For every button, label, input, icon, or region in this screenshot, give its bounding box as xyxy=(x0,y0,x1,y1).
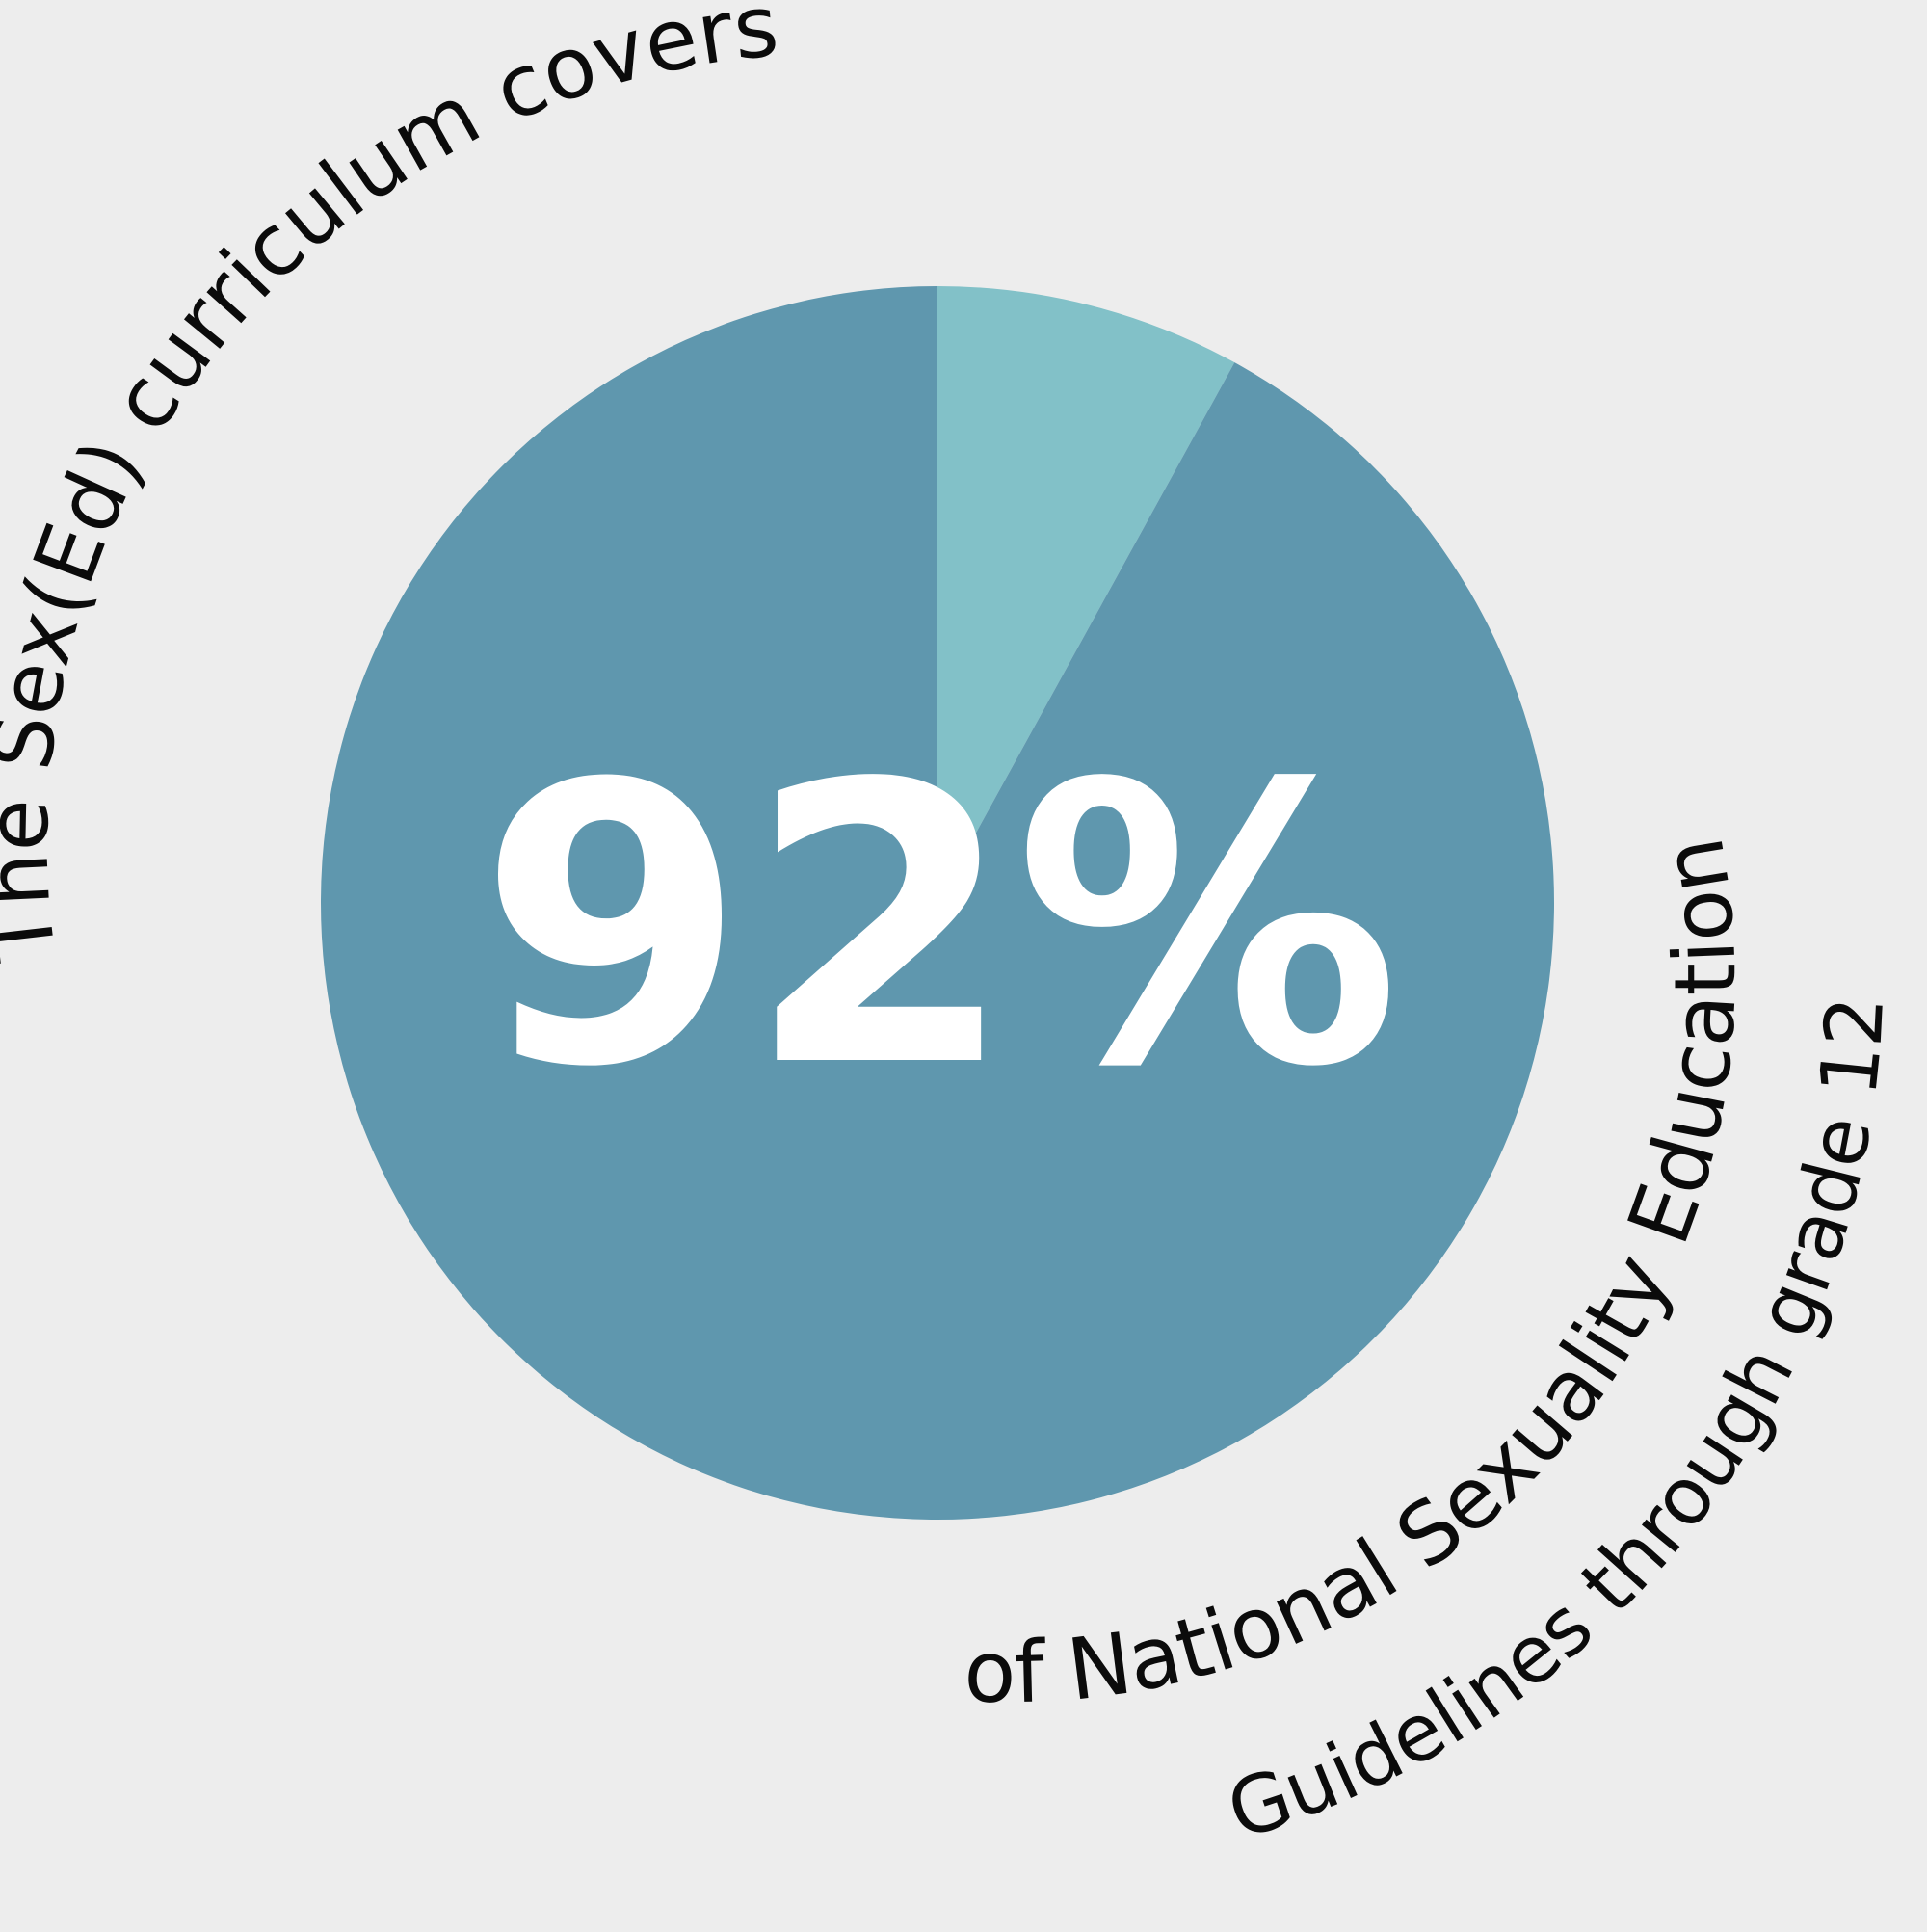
center-percentage: 92% xyxy=(478,703,1400,1151)
pie-slices xyxy=(321,286,1554,1521)
pie-slice-not-covered xyxy=(937,286,1235,903)
pie-slice-covered xyxy=(321,286,1554,1521)
